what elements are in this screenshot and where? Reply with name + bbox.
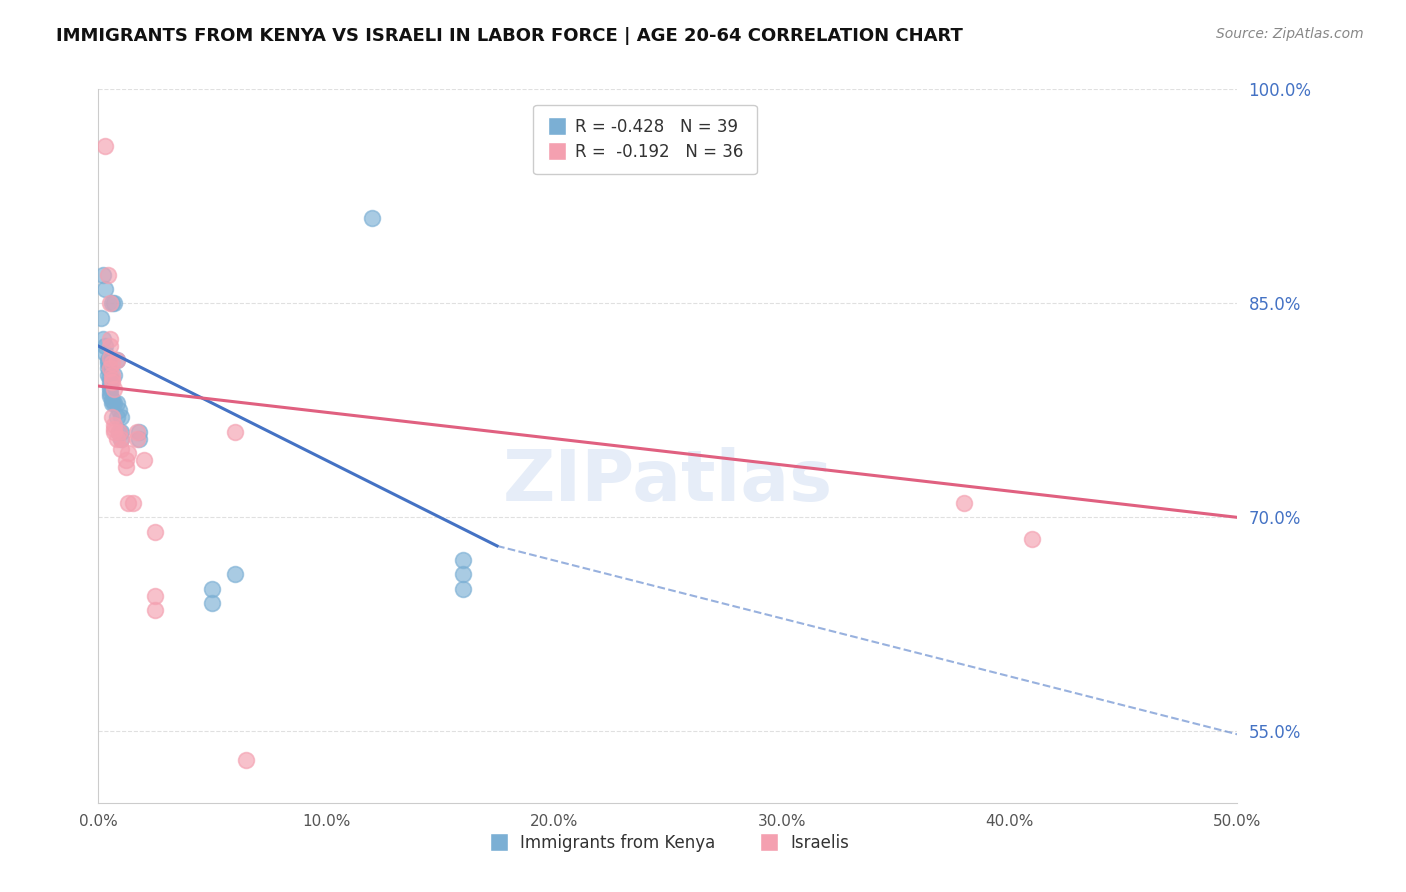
Point xyxy=(360,211,382,225)
Point xyxy=(96,368,118,382)
Point xyxy=(98,375,121,389)
Point xyxy=(128,432,150,446)
Point xyxy=(103,382,125,396)
Point xyxy=(103,422,125,436)
Point xyxy=(98,351,121,365)
Text: ZIPatlas: ZIPatlas xyxy=(503,447,832,516)
Point xyxy=(94,346,117,360)
Point xyxy=(91,268,114,282)
Point xyxy=(91,332,114,346)
Point xyxy=(101,410,124,425)
Point xyxy=(127,425,149,439)
Text: Source: ZipAtlas.com: Source: ZipAtlas.com xyxy=(1216,27,1364,41)
Point xyxy=(103,296,125,310)
Point xyxy=(105,353,128,368)
Point xyxy=(145,524,167,539)
Point xyxy=(103,368,125,382)
Point xyxy=(101,372,124,386)
Point xyxy=(110,425,132,439)
Point xyxy=(127,432,149,446)
Point xyxy=(105,353,128,368)
Point xyxy=(98,386,121,401)
Point xyxy=(94,282,117,296)
Point xyxy=(451,582,474,596)
Point xyxy=(103,396,125,410)
Point xyxy=(224,567,246,582)
Point xyxy=(235,753,257,767)
Point xyxy=(108,425,131,439)
Point xyxy=(110,432,132,446)
Point xyxy=(101,396,124,410)
Point xyxy=(101,368,124,382)
Point xyxy=(108,425,131,439)
Point xyxy=(117,446,139,460)
Point xyxy=(114,460,136,475)
Point xyxy=(96,360,118,375)
Point xyxy=(451,553,474,567)
Point xyxy=(145,603,167,617)
Point xyxy=(101,296,124,310)
Point xyxy=(110,442,132,456)
Point xyxy=(94,139,117,153)
Point xyxy=(451,567,474,582)
Point xyxy=(1021,532,1043,546)
Point xyxy=(101,393,124,408)
Point xyxy=(201,582,224,596)
Point xyxy=(114,453,136,467)
Point xyxy=(101,356,124,370)
Point xyxy=(98,296,121,310)
Point xyxy=(105,410,128,425)
Point xyxy=(98,339,121,353)
Point xyxy=(953,496,976,510)
Point xyxy=(105,396,128,410)
Point xyxy=(98,332,121,346)
Point xyxy=(110,410,132,425)
Point xyxy=(132,453,155,467)
Point xyxy=(128,425,150,439)
Point xyxy=(98,382,121,396)
Point xyxy=(145,589,167,603)
Point xyxy=(90,310,112,325)
Point xyxy=(101,375,124,389)
Point xyxy=(103,417,125,432)
Point xyxy=(98,389,121,403)
Point xyxy=(121,496,143,510)
Point xyxy=(201,596,224,610)
Point xyxy=(103,425,125,439)
Legend: Immigrants from Kenya, Israelis: Immigrants from Kenya, Israelis xyxy=(479,828,856,859)
Point xyxy=(105,432,128,446)
Point xyxy=(94,339,117,353)
Point xyxy=(117,496,139,510)
Point xyxy=(98,370,121,384)
Point xyxy=(110,432,132,446)
Point xyxy=(98,360,121,375)
Point xyxy=(108,403,131,417)
Point xyxy=(96,268,118,282)
Point xyxy=(224,425,246,439)
Point xyxy=(98,379,121,393)
Point xyxy=(96,353,118,368)
Text: IMMIGRANTS FROM KENYA VS ISRAELI IN LABOR FORCE | AGE 20-64 CORRELATION CHART: IMMIGRANTS FROM KENYA VS ISRAELI IN LABO… xyxy=(56,27,963,45)
Point xyxy=(96,356,118,370)
